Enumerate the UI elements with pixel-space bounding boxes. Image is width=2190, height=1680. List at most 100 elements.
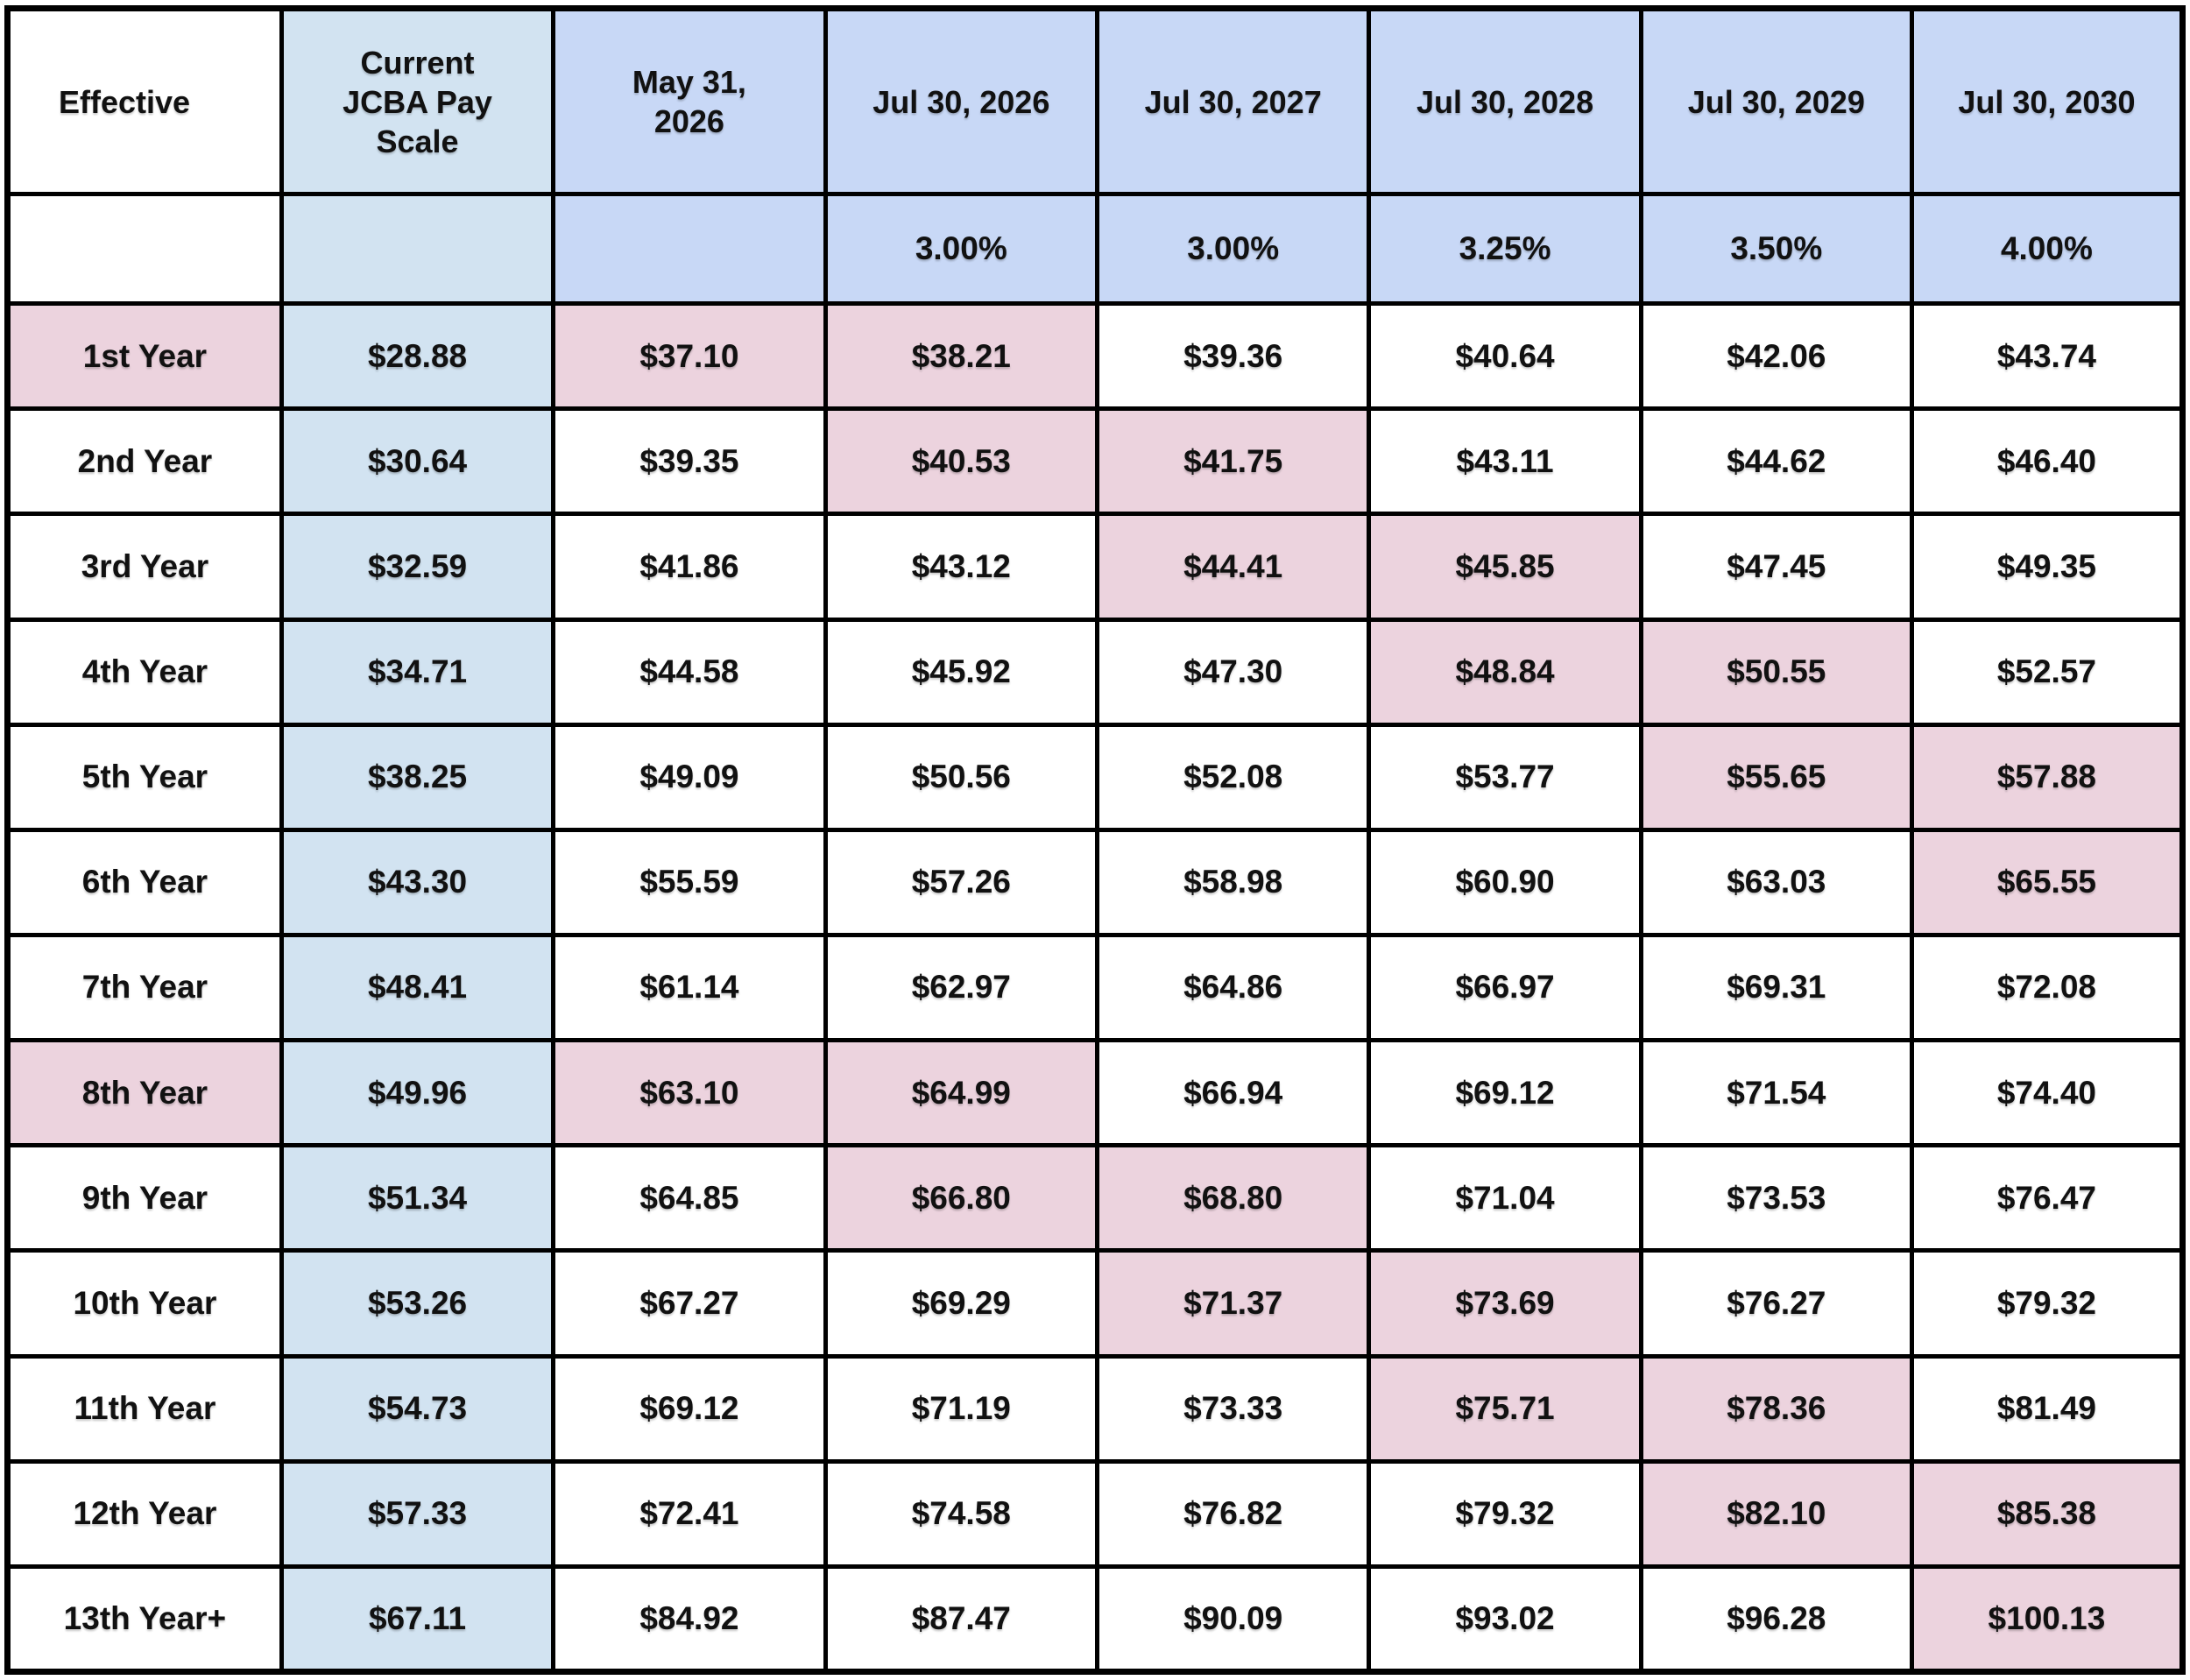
column-header-may-31-2026: May 31, 2026 xyxy=(551,6,828,196)
pay-row-4th-year: 4th Year $34.71 $44.58 $45.92 $47.30 $48.84 $5… xyxy=(5,617,2186,727)
pay-cell-1st-year-jul-30-2026: $38.21 xyxy=(823,301,1099,412)
pay-cell-13th-year-plus-jul-30-2030: $100.13 xyxy=(1909,1564,2186,1675)
pay-cell-3rd-year-current-jcba-pay-scale: $32.59 xyxy=(279,512,556,622)
pay-cell-1st-year-may-31-2026: $37.10 xyxy=(551,301,828,412)
pay-cell-13th-year-plus-may-31-2026: $84.92 xyxy=(551,1564,828,1675)
pay-cell-2nd-year-may-31-2026: $39.35 xyxy=(551,406,828,517)
pay-row-7th-year: 7th Year $48.41 $61.14 $62.97 $64.86 $66.97 $6… xyxy=(5,932,2186,1043)
year-label-10th-year: 10th Year xyxy=(5,1248,284,1359)
increase-percent-row: 3.00% 3.00% 3.25% 3.50% 4.00% xyxy=(5,191,2186,307)
pay-cell-7th-year-jul-30-2027: $64.86 xyxy=(1094,932,1372,1043)
column-header-current-jcba-pay-scale: Current JCBA Pay Scale xyxy=(279,6,556,196)
pay-row-8th-year: 8th Year $49.96 $63.10 $64.99 $66.94 $69.12 $7… xyxy=(5,1038,2186,1148)
pay-cell-3rd-year-jul-30-2026: $43.12 xyxy=(823,512,1099,622)
column-header-jul-30-2030: Jul 30, 2030 xyxy=(1909,6,2186,196)
year-label-4th-year: 4th Year xyxy=(5,617,284,727)
column-header-jul-30-2028: Jul 30, 2028 xyxy=(1367,6,1643,196)
pay-row-5th-year: 5th Year $38.25 $49.09 $50.56 $52.08 $53.77 $5… xyxy=(5,722,2186,832)
column-header-effective: Effective xyxy=(5,6,284,196)
pay-cell-4th-year-current-jcba-pay-scale: $34.71 xyxy=(279,617,556,727)
pay-cell-9th-year-jul-30-2028: $71.04 xyxy=(1367,1143,1643,1253)
pay-cell-7th-year-jul-30-2030: $72.08 xyxy=(1909,932,2186,1043)
pay-cell-9th-year-jul-30-2029: $73.53 xyxy=(1638,1143,1914,1253)
year-label-2nd-year: 2nd Year xyxy=(5,406,284,517)
pay-cell-11th-year-current-jcba-pay-scale: $54.73 xyxy=(279,1353,556,1464)
pay-cell-12th-year-may-31-2026: $72.41 xyxy=(551,1458,828,1569)
pay-cell-9th-year-jul-30-2030: $76.47 xyxy=(1909,1143,2186,1253)
year-label-7th-year: 7th Year xyxy=(5,932,284,1043)
jcba-pay-scale-table: Effective Current JCBA Pay Scale May 31, 2… xyxy=(4,5,2186,1675)
pay-cell-8th-year-jul-30-2027: $66.94 xyxy=(1094,1038,1372,1148)
pay-cell-8th-year-may-31-2026: $63.10 xyxy=(551,1038,828,1148)
pay-cell-5th-year-jul-30-2026: $50.56 xyxy=(823,722,1099,832)
pay-cell-11th-year-jul-30-2026: $71.19 xyxy=(823,1353,1099,1464)
pay-cell-7th-year-jul-30-2028: $66.97 xyxy=(1367,932,1643,1043)
pay-cell-4th-year-jul-30-2027: $47.30 xyxy=(1094,617,1372,727)
pay-cell-5th-year-may-31-2026: $49.09 xyxy=(551,722,828,832)
increase-percent-jul-30-2027: 3.00% xyxy=(1094,191,1372,307)
pay-cell-10th-year-may-31-2026: $67.27 xyxy=(551,1248,828,1359)
pay-row-11th-year: 11th Year $54.73 $69.12 $71.19 $73.33 $75.71 $… xyxy=(5,1353,2186,1464)
pay-cell-10th-year-jul-30-2030: $79.32 xyxy=(1909,1248,2186,1359)
pay-cell-12th-year-jul-30-2030: $85.38 xyxy=(1909,1458,2186,1569)
pay-cell-1st-year-jul-30-2028: $40.64 xyxy=(1367,301,1643,412)
pay-cell-12th-year-jul-30-2028: $79.32 xyxy=(1367,1458,1643,1569)
pay-cell-3rd-year-jul-30-2027: $44.41 xyxy=(1094,512,1372,622)
year-label-13th-year-plus: 13th Year+ xyxy=(5,1564,284,1675)
year-label-11th-year: 11th Year xyxy=(5,1353,284,1464)
year-label-3rd-year: 3rd Year xyxy=(5,512,284,622)
pay-cell-6th-year-jul-30-2029: $63.03 xyxy=(1638,827,1914,937)
pay-cell-7th-year-jul-30-2029: $69.31 xyxy=(1638,932,1914,1043)
pay-cell-4th-year-jul-30-2030: $52.57 xyxy=(1909,617,2186,727)
pay-cell-1st-year-current-jcba-pay-scale: $28.88 xyxy=(279,301,556,412)
pay-cell-4th-year-jul-30-2026: $45.92 xyxy=(823,617,1099,727)
pay-cell-10th-year-jul-30-2029: $76.27 xyxy=(1638,1248,1914,1359)
increase-percent-effective xyxy=(5,191,284,307)
year-label-5th-year: 5th Year xyxy=(5,722,284,832)
pay-cell-11th-year-jul-30-2027: $73.33 xyxy=(1094,1353,1372,1464)
pay-cell-12th-year-jul-30-2026: $74.58 xyxy=(823,1458,1099,1569)
pay-cell-13th-year-plus-jul-30-2026: $87.47 xyxy=(823,1564,1099,1675)
pay-row-2nd-year: 2nd Year $30.64 $39.35 $40.53 $41.75 $43.11 $4… xyxy=(5,406,2186,517)
pay-cell-7th-year-current-jcba-pay-scale: $48.41 xyxy=(279,932,556,1043)
column-header-jul-30-2029: Jul 30, 2029 xyxy=(1638,6,1914,196)
pay-cell-3rd-year-jul-30-2030: $49.35 xyxy=(1909,512,2186,622)
pay-row-13th-year-plus: 13th Year+ $67.11 $84.92 $87.47 $90.09 $93.02… xyxy=(5,1564,2186,1675)
pay-cell-9th-year-jul-30-2026: $66.80 xyxy=(823,1143,1099,1253)
pay-cell-4th-year-may-31-2026: $44.58 xyxy=(551,617,828,727)
pay-cell-8th-year-jul-30-2026: $64.99 xyxy=(823,1038,1099,1148)
pay-cell-6th-year-current-jcba-pay-scale: $43.30 xyxy=(279,827,556,937)
pay-cell-9th-year-jul-30-2027: $68.80 xyxy=(1094,1143,1372,1253)
pay-cell-13th-year-plus-jul-30-2028: $93.02 xyxy=(1367,1564,1643,1675)
pay-cell-10th-year-jul-30-2028: $73.69 xyxy=(1367,1248,1643,1359)
pay-cell-5th-year-jul-30-2030: $57.88 xyxy=(1909,722,2186,832)
pay-cell-6th-year-jul-30-2027: $58.98 xyxy=(1094,827,1372,937)
pay-cell-5th-year-jul-30-2027: $52.08 xyxy=(1094,722,1372,832)
pay-cell-2nd-year-jul-30-2029: $44.62 xyxy=(1638,406,1914,517)
increase-percent-may-31-2026 xyxy=(551,191,828,307)
pay-cell-2nd-year-jul-30-2026: $40.53 xyxy=(823,406,1099,517)
year-label-8th-year: 8th Year xyxy=(5,1038,284,1148)
pay-cell-10th-year-jul-30-2026: $69.29 xyxy=(823,1248,1099,1359)
pay-cell-3rd-year-jul-30-2029: $47.45 xyxy=(1638,512,1914,622)
table-body: 3.00% 3.00% 3.25% 3.50% 4.00% 1st Year $28.88 $… xyxy=(5,191,2186,1675)
column-header-jul-30-2026: Jul 30, 2026 xyxy=(823,6,1099,196)
pay-cell-7th-year-may-31-2026: $61.14 xyxy=(551,932,828,1043)
pay-row-6th-year: 6th Year $43.30 $55.59 $57.26 $58.98 $60.90 $6… xyxy=(5,827,2186,937)
pay-cell-3rd-year-may-31-2026: $41.86 xyxy=(551,512,828,622)
pay-cell-2nd-year-jul-30-2030: $46.40 xyxy=(1909,406,2186,517)
pay-cell-5th-year-jul-30-2028: $53.77 xyxy=(1367,722,1643,832)
year-label-6th-year: 6th Year xyxy=(5,827,284,937)
pay-cell-2nd-year-current-jcba-pay-scale: $30.64 xyxy=(279,406,556,517)
pay-cell-3rd-year-jul-30-2028: $45.85 xyxy=(1367,512,1643,622)
year-label-12th-year: 12th Year xyxy=(5,1458,284,1569)
header-row: Effective Current JCBA Pay Scale May 31, 2… xyxy=(5,6,2186,196)
year-label-9th-year: 9th Year xyxy=(5,1143,284,1253)
pay-cell-13th-year-plus-jul-30-2027: $90.09 xyxy=(1094,1564,1372,1675)
pay-cell-10th-year-jul-30-2027: $71.37 xyxy=(1094,1248,1372,1359)
pay-cell-11th-year-may-31-2026: $69.12 xyxy=(551,1353,828,1464)
pay-cell-6th-year-jul-30-2030: $65.55 xyxy=(1909,827,2186,937)
year-label-1st-year: 1st Year xyxy=(5,301,284,412)
pay-cell-11th-year-jul-30-2029: $78.36 xyxy=(1638,1353,1914,1464)
column-header-jul-30-2027: Jul 30, 2027 xyxy=(1094,6,1372,196)
